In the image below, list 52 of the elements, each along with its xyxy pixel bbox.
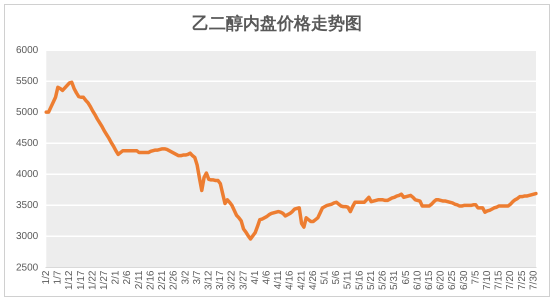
x-tick-label: 7/15 bbox=[494, 270, 505, 290]
x-tick-label: 4/21 bbox=[296, 270, 308, 290]
x-tick-label: 4/11 bbox=[273, 270, 284, 290]
x-tick-label: 5/16 bbox=[354, 270, 366, 290]
y-tick-label: 3500 bbox=[16, 200, 39, 212]
y-tick-label: 4000 bbox=[16, 169, 39, 180]
x-tick-label: 1/2 bbox=[40, 270, 52, 284]
y-tick-label: 5000 bbox=[16, 106, 39, 118]
x-tick-label: 4/16 bbox=[284, 270, 296, 290]
x-tick-label: 3/7 bbox=[192, 270, 203, 284]
x-tick-label: 7/30 bbox=[528, 270, 540, 290]
x-tick-label: 6/20 bbox=[436, 270, 447, 290]
x-tick-label: 4/6 bbox=[262, 270, 272, 284]
x-tick-label: 7/5 bbox=[470, 270, 482, 284]
y-tick-label: 6000 bbox=[16, 44, 39, 56]
x-tick-label: 1/22 bbox=[87, 270, 98, 290]
x-tick-label: 3/22 bbox=[226, 270, 238, 290]
y-tick-label: 2500 bbox=[16, 262, 39, 274]
x-tick-label: 7/25 bbox=[516, 270, 528, 290]
chart-title: 乙二醇内盘价格走势图 bbox=[191, 13, 363, 35]
x-tick-label: 6/25 bbox=[447, 270, 458, 290]
x-tick-label: 1/7 bbox=[52, 270, 64, 284]
x-tick-label: 6/10 bbox=[412, 270, 424, 290]
x-tick-label: 3/17 bbox=[215, 270, 226, 290]
x-tick-label: 5/11 bbox=[342, 270, 354, 290]
x-tick-label: 6/15 bbox=[424, 270, 435, 290]
x-tick-label: 4/26 bbox=[308, 270, 319, 290]
x-tick-label: 2/1 bbox=[110, 270, 122, 284]
x-tick-label: 5/26 bbox=[378, 270, 389, 290]
x-tick-label: 1/12 bbox=[64, 270, 76, 290]
x-tick-label: 1/27 bbox=[99, 270, 110, 290]
x-tick-label: 7/10 bbox=[482, 270, 494, 290]
x-tick-label: 6/30 bbox=[458, 270, 470, 290]
x-tick-label: 5/1 bbox=[320, 270, 331, 284]
x-tick-label: 5/21 bbox=[366, 270, 377, 290]
x-tick-label: 3/12 bbox=[203, 270, 214, 290]
x-tick-label: 4/1 bbox=[250, 270, 261, 284]
y-tick-label: 4500 bbox=[16, 138, 39, 149]
x-tick-label: 2/26 bbox=[168, 270, 180, 290]
x-tick-label: 5/31 bbox=[389, 270, 400, 290]
x-tick-label: 2/11 bbox=[134, 270, 145, 290]
x-tick-label: 3/2 bbox=[180, 270, 192, 284]
x-tick-label: 2/16 bbox=[145, 270, 156, 290]
x-tick-label: 1/17 bbox=[76, 270, 87, 290]
x-tick-label: 6/5 bbox=[400, 270, 412, 284]
x-tick-label: 2/21 bbox=[157, 270, 168, 290]
x-tick-label: 2/6 bbox=[122, 270, 134, 284]
y-tick-label: 5500 bbox=[16, 76, 39, 87]
x-tick-label: 3/27 bbox=[238, 270, 250, 290]
y-tick-label: 3000 bbox=[16, 231, 39, 242]
x-tick-label: 7/20 bbox=[505, 270, 516, 290]
x-tick-label: 5/6 bbox=[331, 270, 342, 284]
